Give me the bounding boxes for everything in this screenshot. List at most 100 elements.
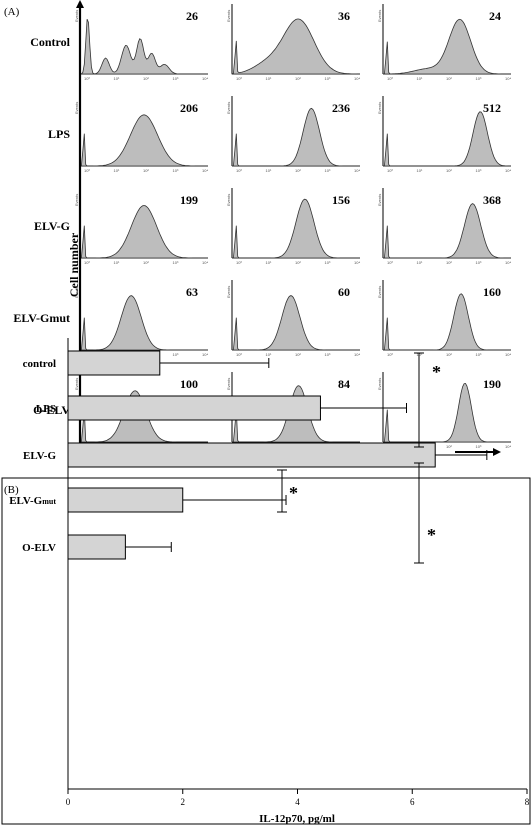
tiny-tick: 10⁴ — [202, 352, 208, 357]
tiny-tick: 10³ — [476, 168, 482, 173]
tiny-tick: 10⁴ — [354, 76, 360, 81]
mfi-value: 84 — [338, 377, 350, 391]
mfi-value: 24 — [489, 9, 501, 23]
tiny-tick: 10⁴ — [202, 76, 208, 81]
tiny-events-label: Events — [377, 194, 382, 206]
tiny-tick: 10¹ — [266, 168, 272, 173]
mfi-value: 512 — [483, 101, 501, 115]
tiny-tick: 10² — [143, 260, 149, 265]
histogram-area — [231, 198, 360, 259]
category-label-part: ELV-G — [9, 495, 42, 507]
row-labels: Control LPS ELV-G ELV-Gmut O-ELV — [13, 35, 70, 417]
tiny-tick: 10⁰ — [387, 260, 393, 265]
category-label: ELV-Gmut — [9, 495, 56, 507]
x-tick-label: 4 — [295, 797, 300, 807]
tiny-tick: 10⁰ — [387, 168, 393, 173]
histogram-grid: 10⁰ 10¹ 10² 10³ 10⁴ Events 26 10⁰ 10¹ 10² 10³ 10⁴ Ev… — [74, 0, 511, 449]
tiny-tick: 10³ — [476, 260, 482, 265]
tiny-tick: 10⁴ — [202, 168, 208, 173]
tiny-tick: 10⁴ — [202, 260, 208, 265]
tiny-tick: 10¹ — [266, 260, 272, 265]
tiny-tick: 10³ — [173, 168, 179, 173]
tiny-tick: 10³ — [325, 352, 331, 357]
tiny-tick: 10⁰ — [84, 260, 90, 265]
category-label: ELV-G — [23, 450, 56, 462]
tiny-tick: 10⁴ — [505, 168, 511, 173]
row-label: ELV-G — [34, 219, 70, 233]
histogram-cell: 10⁰ 10¹ 10² 10³ 10⁴ Events 199 — [74, 188, 208, 265]
tiny-tick: 10³ — [325, 260, 331, 265]
mfi-value: 63 — [186, 285, 198, 299]
histogram-cell: 10⁰ 10¹ 10² 10³ 10⁴ Events 60 — [226, 280, 360, 357]
tiny-tick: 10³ — [325, 168, 331, 173]
tiny-events-label: Events — [74, 194, 79, 206]
histogram-area — [79, 114, 208, 167]
mfi-value: 199 — [180, 193, 198, 207]
histogram-cell: 10⁰10¹10²10³10⁴Events190 — [377, 372, 511, 449]
histogram-area — [382, 382, 511, 443]
x-axis-label: IL-12p70, pg/ml — [259, 813, 335, 825]
tiny-events-label: Events — [74, 10, 79, 22]
category-label: control — [23, 358, 56, 370]
tiny-tick: 10⁰ — [236, 76, 242, 81]
tiny-events-label: Events — [74, 102, 79, 114]
category-label-sub: mut — [42, 497, 56, 506]
row-label: Control — [30, 35, 70, 49]
tiny-tick: 10¹ — [417, 352, 423, 357]
mfi-value: 36 — [338, 9, 350, 23]
histogram-area — [231, 295, 360, 351]
row-label: ELV-Gmut — [13, 311, 70, 325]
bar — [67, 350, 161, 376]
mfi-value: 100 — [180, 377, 198, 391]
histogram-cell: 10⁰ 10¹ 10² 10³ 10⁴ Events 236 — [226, 96, 360, 173]
histogram-area — [382, 293, 511, 351]
tiny-tick: 10¹ — [417, 260, 423, 265]
mfi-value: 60 — [338, 285, 350, 299]
histogram-cell: 10⁰10¹10²10³10⁴Events63 — [74, 280, 208, 357]
tiny-tick: 10⁰ — [236, 352, 242, 357]
tiny-tick: 10² — [295, 168, 301, 173]
row-label: LPS — [48, 127, 70, 141]
tiny-tick: 10⁴ — [505, 352, 511, 357]
histogram-area — [382, 203, 511, 259]
histogram-cell: 10⁰ 10¹ 10² 10³ 10⁴ Events 206 — [74, 96, 208, 173]
mfi-value: 190 — [483, 377, 501, 391]
tiny-events-label: Events — [377, 286, 382, 298]
histogram-area — [382, 18, 511, 75]
bar — [67, 487, 184, 513]
tiny-events-label: Events — [226, 194, 231, 206]
histogram-cell: 10⁰ 10¹ 10² 10³ 10⁴ Events 36 — [226, 4, 360, 81]
tiny-tick: 10² — [295, 76, 301, 81]
category-label: LPS — [36, 403, 56, 415]
tiny-tick: 10⁴ — [354, 168, 360, 173]
tiny-tick: 10² — [446, 76, 452, 81]
tiny-tick: 10⁰ — [236, 260, 242, 265]
histogram-cell: 10⁰ 10¹ 10² 10³ 10⁴ Events 26 — [74, 4, 208, 81]
mfi-value: 26 — [186, 9, 198, 23]
tiny-tick: 10¹ — [266, 76, 272, 81]
histogram-cell: 10⁰ 10¹ 10² 10³ 10⁴ Events 512 — [377, 96, 511, 173]
tiny-events-label: Events — [74, 378, 79, 390]
y-axis-arrow — [76, 0, 84, 8]
histogram-area — [79, 295, 208, 351]
tiny-tick: 10⁴ — [354, 352, 360, 357]
significance-mark: * — [427, 525, 436, 545]
tiny-events-label: Events — [226, 286, 231, 298]
tiny-tick: 10³ — [173, 352, 179, 357]
histogram-area — [231, 107, 360, 167]
histogram-area — [382, 111, 511, 167]
panel-b-label: (B) — [4, 484, 19, 496]
tiny-tick: 10³ — [325, 76, 331, 81]
tiny-tick: 10¹ — [114, 260, 120, 265]
mfi-value: 236 — [332, 101, 350, 115]
significance-mark: * — [289, 483, 298, 503]
tiny-tick: 10³ — [476, 76, 482, 81]
mfi-value: 206 — [180, 101, 198, 115]
tiny-events-label: Events — [226, 378, 231, 390]
significance-mark: * — [432, 362, 441, 382]
column-arrow-head — [493, 448, 501, 456]
tiny-events-label: Events — [377, 102, 382, 114]
tiny-tick: 10² — [446, 168, 452, 173]
tiny-tick: 10² — [295, 352, 301, 357]
